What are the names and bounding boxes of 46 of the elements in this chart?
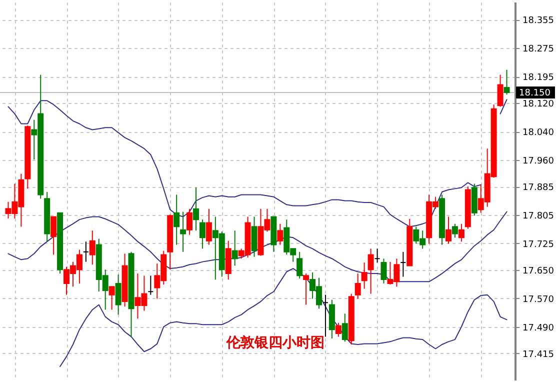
candlestick bbox=[186, 208, 193, 236]
y-tick-label: 17.490 bbox=[522, 323, 554, 334]
text: 伦敦银四小时图 bbox=[226, 334, 324, 351]
y-tick-label: 17.415 bbox=[522, 350, 554, 360]
y-tick-label: 18.195 bbox=[522, 73, 554, 84]
candlestick bbox=[296, 251, 303, 279]
candlestick bbox=[374, 248, 380, 264]
y-tick-label: 17.885 bbox=[522, 183, 554, 194]
candlestick bbox=[342, 313, 348, 342]
candlestick bbox=[82, 241, 89, 262]
candlestick bbox=[206, 208, 212, 246]
candlestick bbox=[303, 273, 310, 306]
candlestick bbox=[368, 248, 374, 294]
candlestick bbox=[504, 69, 510, 96]
candlestick bbox=[497, 74, 504, 108]
candlestick bbox=[400, 251, 406, 278]
y-tick-label: 17.650 bbox=[522, 266, 554, 276]
candlestick bbox=[108, 286, 115, 310]
y-tick-label: 18.275 bbox=[522, 44, 554, 55]
candlestick bbox=[180, 211, 186, 252]
candlestick bbox=[452, 223, 458, 238]
candlestick bbox=[354, 273, 361, 300]
candlestick bbox=[50, 216, 57, 256]
y-tick-label: 18.040 bbox=[522, 128, 554, 138]
candlestick bbox=[148, 275, 154, 296]
candlestick bbox=[380, 258, 387, 284]
candlestick bbox=[232, 230, 238, 266]
candlestick bbox=[445, 216, 452, 244]
y-tick-label: 17.960 bbox=[522, 156, 554, 166]
candlestick bbox=[361, 262, 368, 290]
candlestick bbox=[335, 322, 342, 338]
y-tick-label: 18.355 bbox=[522, 16, 554, 26]
ref-line-label: 18.150 bbox=[519, 88, 551, 99]
candlestick bbox=[277, 223, 284, 246]
candlestick bbox=[89, 230, 96, 266]
y-tick-label: 17.570 bbox=[522, 294, 554, 305]
candlestick bbox=[192, 187, 199, 232]
y-tick-label: 17.725 bbox=[522, 240, 554, 250]
line-series bbox=[8, 211, 508, 282]
candlestick bbox=[322, 294, 328, 338]
y-tick-label: 17.805 bbox=[522, 211, 554, 222]
y-tick-label: 18.120 bbox=[522, 100, 554, 110]
candlestick bbox=[199, 219, 206, 250]
candlestick bbox=[115, 274, 122, 316]
candlestick bbox=[174, 194, 180, 246]
candlestick bbox=[458, 223, 464, 242]
